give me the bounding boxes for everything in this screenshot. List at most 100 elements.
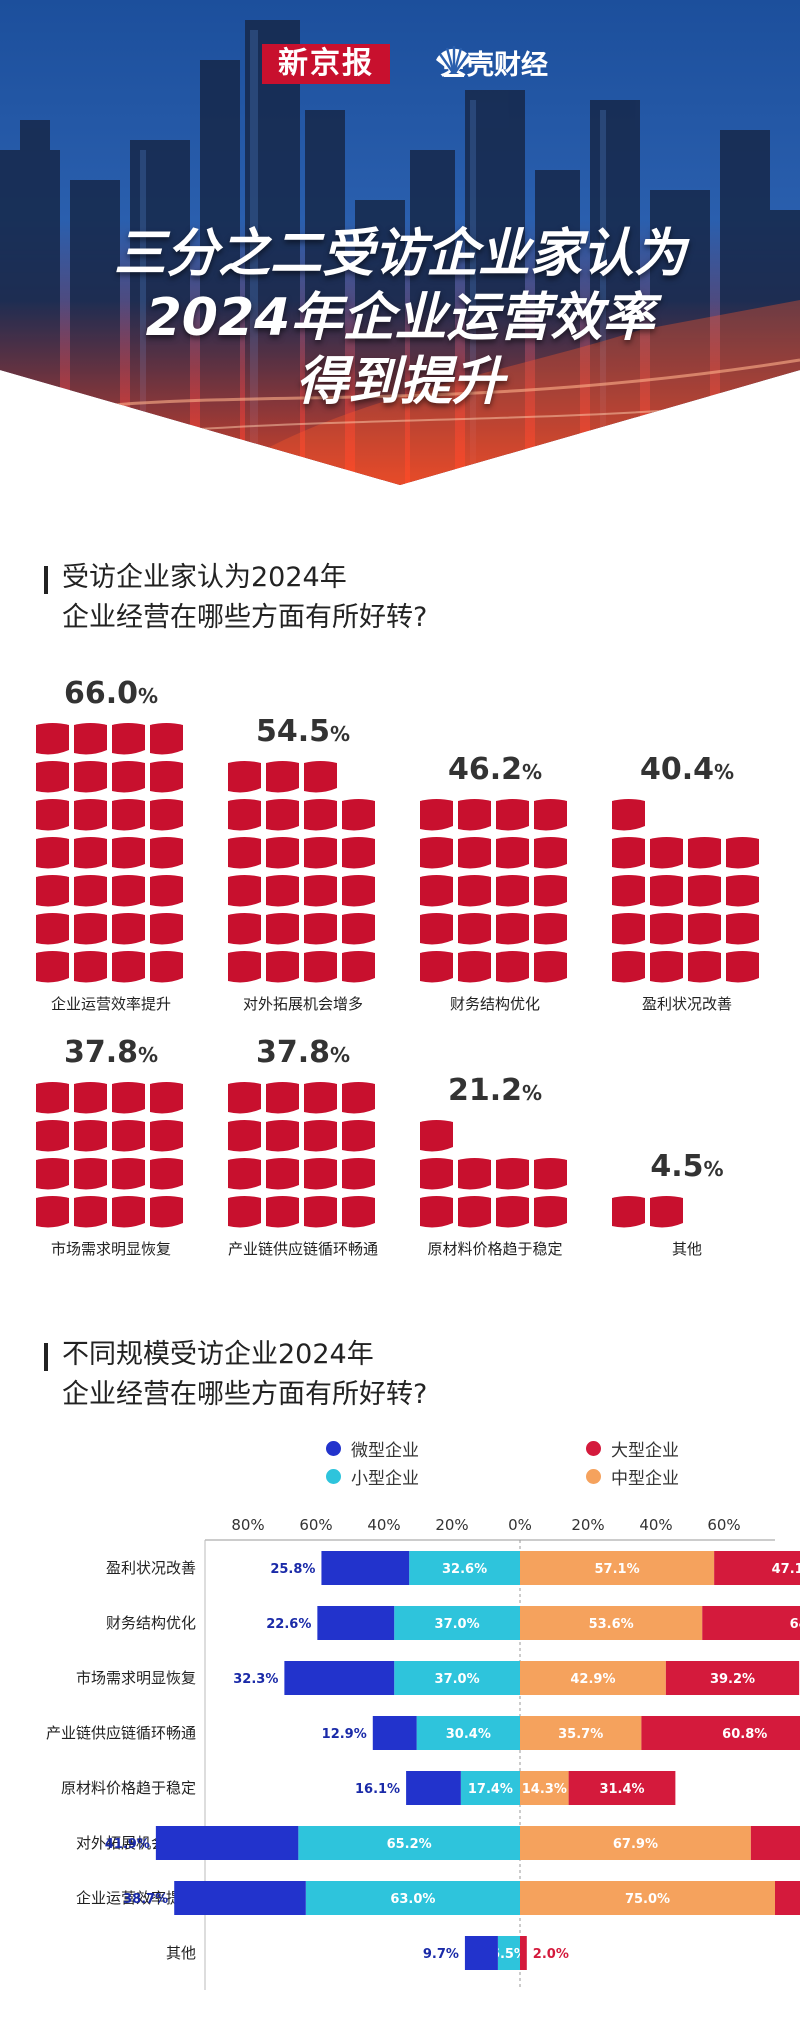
data-label: 35.7% — [558, 1727, 603, 1742]
flag-icon — [304, 1120, 337, 1152]
flag-icon — [342, 951, 375, 983]
category-label: 财务结构优化 — [449, 995, 540, 1013]
category-label: 市场需求明显恢复 — [50, 1240, 171, 1258]
flag-icon — [36, 1196, 69, 1228]
flag-icon — [74, 875, 107, 907]
bar-segment — [520, 1716, 642, 1750]
x-tick-label: 20% — [435, 1516, 468, 1534]
flag-icon — [150, 1196, 183, 1228]
flag-icon — [726, 837, 759, 869]
percent-label: 54.5% — [228, 714, 378, 749]
diverging-bar-chart: 80% 60% 40% 20% 0% 20% 40% 60% 盈利状况改善 32.6% 25.8% 5… — [46, 1516, 800, 1990]
headline-line: 得到提升 — [295, 352, 504, 412]
city-skyline-image — [0, 0, 800, 485]
legend-item-micro: 微型企业 — [326, 1436, 419, 1461]
flag-icon — [228, 875, 261, 907]
category-label: 原材料价格趋于稳定 — [427, 1240, 563, 1258]
flag-icon — [112, 1196, 145, 1228]
flag-icon — [342, 1158, 375, 1190]
flag-icon — [342, 799, 375, 831]
percent-value: 40.4 — [639, 752, 714, 787]
percent-symbol: % — [521, 1081, 543, 1105]
legend-label: 大型企业 — [611, 1441, 679, 1461]
percent-symbol: % — [521, 760, 543, 784]
flag-icon — [496, 875, 529, 907]
legend-label: 微型企业 — [351, 1441, 419, 1461]
flag-icon — [228, 1082, 261, 1114]
flag-icon — [420, 837, 453, 869]
percent-label: 66.0% — [36, 676, 186, 711]
flag-icon — [496, 1158, 529, 1190]
bar-segment — [416, 1716, 520, 1750]
flag-icon — [304, 1158, 337, 1190]
data-label: 63.0% — [390, 1892, 435, 1907]
flag-icon — [74, 837, 107, 869]
data-label: 22.6% — [266, 1617, 311, 1632]
flag-icon — [688, 875, 721, 907]
flag-icon — [304, 837, 337, 869]
flag-icon — [36, 837, 69, 869]
flag-icon — [342, 913, 375, 945]
percent-value: 46.2 — [447, 752, 522, 787]
flag-icon — [36, 951, 69, 983]
percent-value: 21.2 — [447, 1073, 522, 1108]
data-label: 14.3% — [522, 1782, 567, 1797]
bar-segment — [714, 1551, 800, 1585]
flag-icon — [266, 761, 299, 793]
section-title-overall: 受访企业家认为2024年 企业经营在哪些方面有所好转? — [44, 558, 427, 638]
legend-swatch — [326, 1469, 341, 1484]
percent-label: 4.5% — [612, 1149, 762, 1184]
flag-icon — [150, 799, 183, 831]
flag-icon — [150, 951, 183, 983]
category-label: 其他 — [166, 1944, 196, 1962]
flag-icon — [534, 913, 567, 945]
percent-value: 4.5 — [650, 1149, 704, 1184]
flag-icon — [36, 723, 69, 755]
bar-segment — [155, 1826, 299, 1860]
flag-icon — [612, 837, 645, 869]
flag-icon — [150, 723, 183, 755]
flag-icon — [420, 1120, 453, 1152]
icon-block — [420, 1120, 567, 1228]
flag-icon — [36, 1158, 69, 1190]
flag-icon — [420, 799, 453, 831]
flag-icon — [420, 951, 453, 983]
flag-icon — [304, 761, 337, 793]
bar-segment — [520, 1771, 569, 1805]
flag-icon — [496, 913, 529, 945]
bar-segment — [520, 1606, 703, 1640]
percent-symbol: % — [329, 1043, 351, 1067]
bar-segment — [520, 1881, 775, 1915]
flag-icon — [266, 1120, 299, 1152]
flag-icon — [266, 951, 299, 983]
flag-icon — [342, 875, 375, 907]
flag-icon — [36, 799, 69, 831]
flag-icon — [228, 951, 261, 983]
flag-icon — [36, 761, 69, 793]
percent-label: 21.2% — [420, 1073, 570, 1108]
category-label: 盈利状况改善 — [641, 995, 732, 1013]
flag-icon — [228, 1158, 261, 1190]
flag-icon — [458, 951, 491, 983]
flag-icon — [228, 913, 261, 945]
data-label: 12.9% — [322, 1727, 367, 1742]
bar-segment — [409, 1551, 520, 1585]
flag-icon — [726, 913, 759, 945]
icon-block — [36, 723, 183, 983]
category-label: 市场需求明显恢复 — [76, 1669, 196, 1687]
x-tick-label: 0% — [508, 1516, 532, 1534]
data-label: 32.3% — [233, 1672, 278, 1687]
x-tick-label: 80% — [231, 1516, 264, 1534]
percent-value: 66.0 — [63, 676, 138, 711]
flag-icon — [74, 1196, 107, 1228]
category-label: 其他 — [671, 1240, 702, 1258]
flag-icon — [112, 1158, 145, 1190]
flag-icon — [228, 1120, 261, 1152]
bar-segment — [394, 1661, 520, 1695]
data-label: 37.0% — [435, 1672, 480, 1687]
flag-icon — [228, 799, 261, 831]
flag-icon — [150, 837, 183, 869]
bar-segment — [497, 1936, 520, 1970]
x-tick-label: 60% — [707, 1516, 740, 1534]
